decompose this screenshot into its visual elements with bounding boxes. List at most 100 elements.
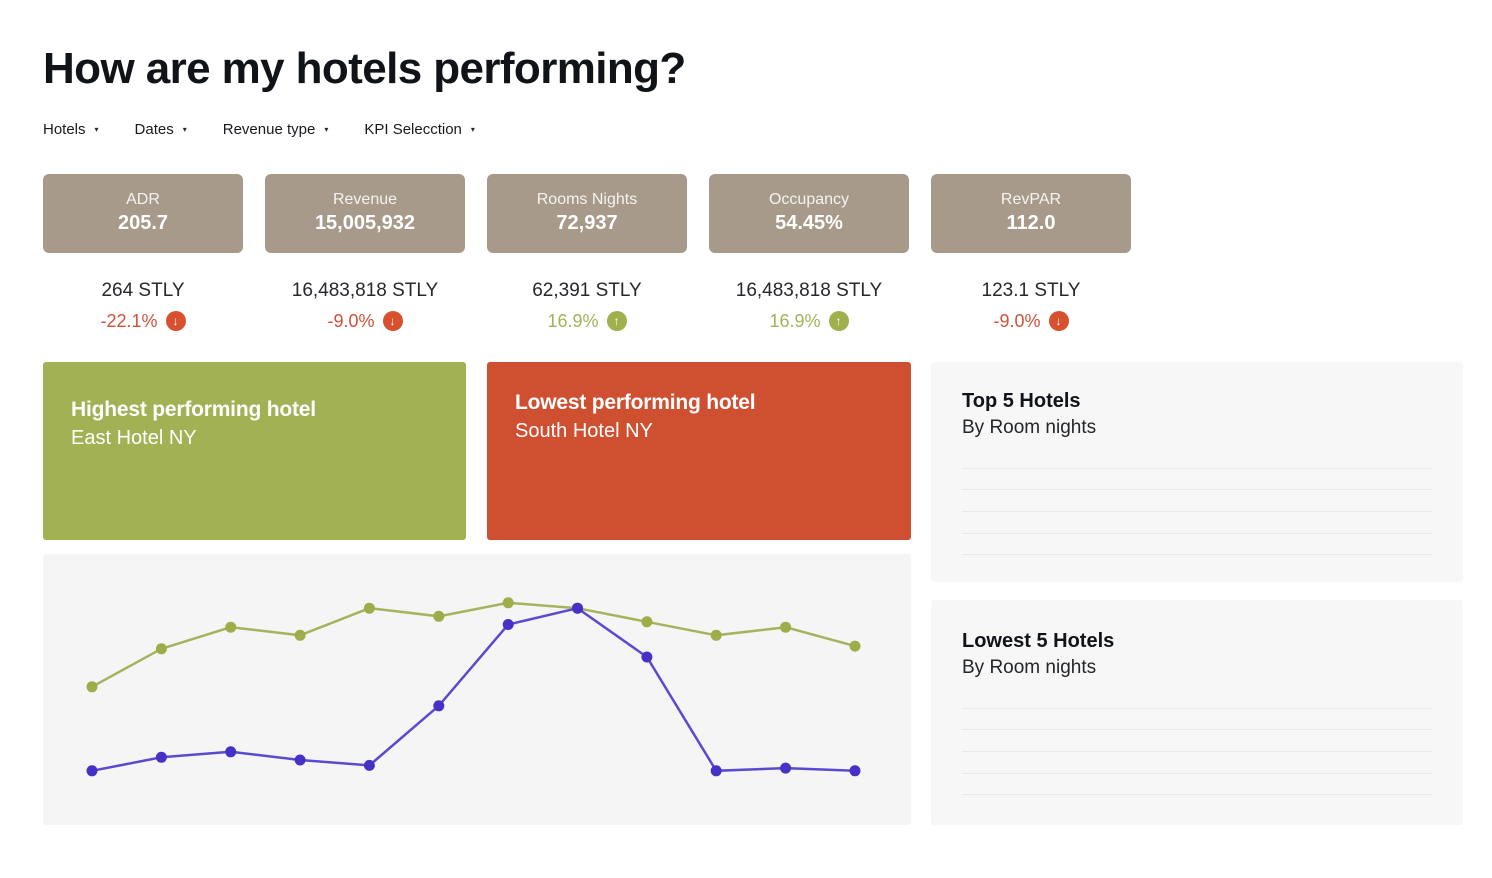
filter-label: Revenue type	[222, 120, 316, 138]
chart-dot-purple-line	[86, 764, 98, 776]
kpi-label: Rooms Nights	[536, 191, 638, 209]
kpi-value: 15,005,932	[314, 212, 416, 235]
top5-panel-title: Top 5 Hotels	[962, 389, 1081, 412]
chart-dot-green-line	[225, 621, 237, 633]
kpi-stly-value: 62,391 STLY	[532, 279, 642, 301]
kpi-stly-value: 16,483,818 STLY	[735, 279, 883, 301]
kpi-change: 16.9% ↑	[709, 311, 909, 332]
chart-dot-green-line	[641, 615, 653, 627]
filter-dropdown-hotels[interactable]: Hotels ▾	[43, 121, 99, 138]
chart-dot-green-line	[780, 621, 792, 633]
chart-dot-purple-line	[294, 754, 306, 766]
line-chart-svg	[86, 596, 861, 776]
kpi-card-revpar: RevPAR 112.0	[931, 173, 1131, 253]
lowest-card-title: Lowest performing hotel	[515, 390, 756, 414]
arrow-up-icon: ↑	[828, 311, 849, 332]
chart-purple-line	[91, 606, 856, 772]
list-item	[962, 467, 1432, 490]
lowest-card-hotel-name: South Hotel NY	[515, 419, 653, 442]
filter-dropdown-dates[interactable]: Dates ▾	[135, 121, 187, 138]
arrow-down-icon: ↓	[165, 311, 186, 332]
kpi-column-adr: ADR 205.7 264 STLY -22.1% ↓	[43, 173, 243, 332]
filter-label: Dates	[134, 120, 174, 138]
list-item	[962, 707, 1432, 730]
arrow-down-icon: ↓	[1048, 311, 1069, 332]
left-column: Highest performing hotel East Hotel NY L…	[43, 361, 911, 825]
chart-dot-green-line	[433, 610, 445, 622]
lowest5-panel-title: Lowest 5 Hotels	[962, 629, 1115, 652]
filter-dropdown-revenue-type[interactable]: Revenue type ▾	[223, 121, 329, 138]
chart-dot-purple-line	[710, 764, 722, 776]
chevron-down-icon: ▾	[470, 125, 475, 135]
chart-dot-green-line	[86, 680, 98, 692]
dashboard-page: How are my hotels performing? Hotels ▾ Dat…	[43, 44, 1463, 825]
kpi-change-value: 16.9%	[547, 310, 599, 331]
chart-dot-purple-line	[849, 764, 861, 776]
list-item	[962, 750, 1432, 773]
kpi-change: -9.0% ↓	[265, 311, 465, 332]
kpi-row: ADR 205.7 264 STLY -22.1% ↓ Revenue 15,005,932…	[43, 173, 1463, 332]
filters-bar: Hotels ▾ Dates ▾ Revenue type ▾ KPI Selecction…	[43, 121, 1463, 138]
chart-dot-purple-line	[363, 759, 375, 771]
chevron-down-icon: ▾	[324, 125, 329, 135]
kpi-card-adr: ADR 205.7	[43, 173, 243, 253]
kpi-label: Revenue	[332, 191, 398, 209]
kpi-value: 112.0	[1006, 212, 1056, 235]
lowest5-hotels-list	[962, 707, 1432, 816]
list-item	[962, 729, 1432, 751]
chart-dot-green-line	[710, 629, 722, 641]
top5-panel-subtitle: By Room nights	[962, 416, 1097, 438]
filter-label: Hotels	[43, 120, 86, 138]
kpi-change-value: -9.0%	[327, 310, 375, 331]
kpi-value: 54.45%	[775, 212, 843, 235]
list-item	[962, 554, 1432, 576]
highlight-cards: Highest performing hotel East Hotel NY L…	[43, 361, 911, 540]
chevron-down-icon: ▾	[182, 125, 187, 135]
lowest5-panel-subtitle: By Room nights	[962, 656, 1097, 678]
kpi-stly-value: 123.1 STLY	[981, 279, 1081, 301]
chart-dot-purple-line	[155, 751, 167, 763]
highest-performing-hotel-card: Highest performing hotel East Hotel NY	[43, 361, 466, 540]
kpi-stly-value: 16,483,818 STLY	[291, 279, 439, 301]
chart-dot-purple-line	[572, 602, 583, 614]
right-column: Top 5 Hotels By Room nights Lowest 5 Hot…	[931, 361, 1463, 825]
list-item	[962, 532, 1432, 555]
kpi-card-occupancy: Occupancy 54.45%	[709, 173, 909, 253]
page-title: How are my hotels performing?	[43, 44, 686, 93]
arrow-down-icon: ↓	[382, 311, 403, 332]
kpi-column-rooms-nights: Rooms Nights 72,937 62,391 STLY 16.9% ↑	[487, 173, 687, 332]
chart-dot-purple-line	[780, 762, 792, 774]
kpi-card-revenue: Revenue 15,005,932	[265, 173, 465, 253]
chart-dot-green-line	[294, 629, 306, 641]
kpi-card-rooms-nights: Rooms Nights 72,937	[487, 173, 687, 253]
chart-dot-green-line	[849, 640, 861, 652]
chevron-down-icon: ▾	[94, 125, 99, 135]
arrow-up-icon: ↑	[606, 311, 627, 332]
kpi-change-value: -22.1%	[100, 310, 158, 331]
kpi-column-revenue: Revenue 15,005,932 16,483,818 STLY -9.0% ↓	[265, 173, 465, 332]
list-item	[962, 489, 1432, 511]
content-area: Highest performing hotel East Hotel NY L…	[43, 361, 1463, 825]
top5-hotels-panel: Top 5 Hotels By Room nights	[931, 361, 1463, 582]
kpi-label: Occupancy	[768, 191, 850, 209]
kpi-stly-value: 264 STLY	[101, 279, 185, 301]
chart-dot-purple-line	[433, 699, 445, 711]
kpi-change-value: 16.9%	[769, 310, 821, 331]
highest-card-title: Highest performing hotel	[71, 397, 316, 421]
kpi-value: 205.7	[117, 212, 169, 235]
lowest5-hotels-panel: Lowest 5 Hotels By Room nights	[931, 599, 1463, 825]
top5-hotels-list	[962, 467, 1432, 576]
list-item	[962, 772, 1432, 795]
filter-dropdown-kpi-selecction[interactable]: KPI Selecction ▾	[364, 121, 475, 138]
list-item	[962, 794, 1432, 816]
kpi-column-occupancy: Occupancy 54.45% 16,483,818 STLY 16.9% ↑	[709, 173, 909, 332]
lowest-performing-hotel-card: Lowest performing hotel South Hotel NY	[487, 361, 911, 540]
kpi-label: RevPAR	[1000, 191, 1062, 209]
kpi-label: ADR	[126, 191, 160, 209]
kpi-change: -22.1% ↓	[43, 311, 243, 332]
chart-dot-purple-line	[641, 651, 653, 663]
kpi-value: 72,937	[556, 212, 618, 235]
chart-dot-green-line	[155, 642, 167, 654]
chart-dot-green-line	[502, 596, 514, 608]
trend-line-chart	[43, 553, 911, 825]
